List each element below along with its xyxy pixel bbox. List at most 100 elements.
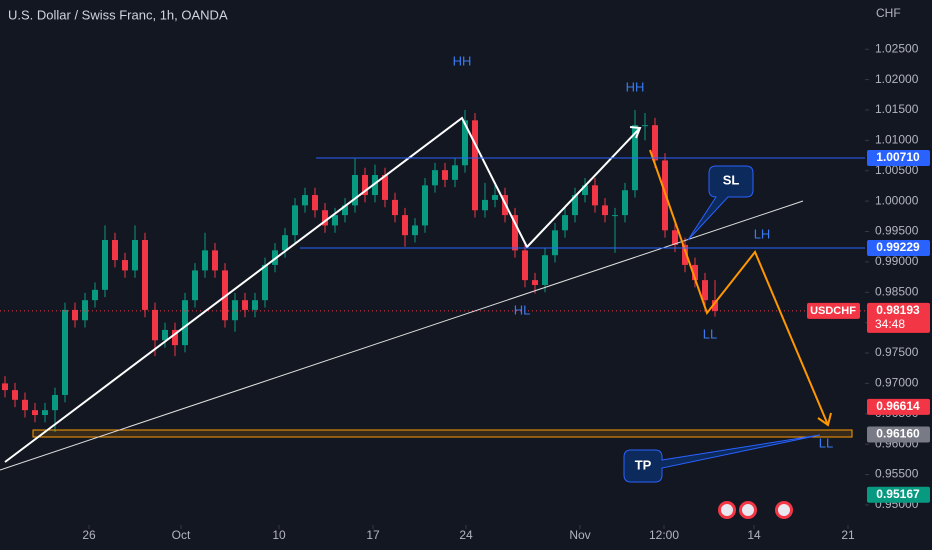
- candle-body: [342, 205, 348, 216]
- candle-body: [22, 399, 28, 411]
- price-label-box: [867, 149, 930, 166]
- price-label-box: [867, 239, 930, 256]
- x-tick-label: 14: [747, 528, 761, 542]
- countdown: 34:48: [875, 317, 905, 331]
- y-tick-label: 0.98500: [875, 284, 919, 298]
- candle-body: [592, 185, 598, 206]
- candle-body: [82, 300, 88, 321]
- symbol-box: [807, 302, 860, 319]
- candle-body: [322, 210, 328, 226]
- x-tick-label: 17: [366, 528, 380, 542]
- projection: [649, 149, 829, 426]
- candle-body: [492, 195, 498, 200]
- price-label: 1.00710: [876, 150, 920, 164]
- candle-body: [522, 250, 528, 281]
- price-label: 0.95167: [876, 487, 920, 501]
- candle-body: [622, 190, 628, 216]
- event-icon: [742, 504, 754, 516]
- arrow-head: [817, 412, 832, 427]
- price-axis: 1.02500 1.02000 1.01500 1.01000 1.00500 1.000…: [82, 41, 930, 542]
- candle-body: [302, 195, 308, 206]
- symbol-label: USDCHF: [810, 305, 856, 317]
- candle-body: [132, 240, 138, 271]
- candle-body: [92, 289, 98, 301]
- candle-body: [202, 250, 208, 271]
- candle-body: [702, 280, 708, 301]
- candle-body: [252, 300, 258, 310]
- y-tick-label: 1.02000: [875, 72, 919, 86]
- price-label: 0.99229: [876, 240, 920, 254]
- candle-body: [62, 309, 68, 395]
- event-icons[interactable]: [718, 501, 793, 519]
- y-tick-label: 1.01000: [875, 133, 919, 147]
- candle-body: [512, 215, 518, 251]
- candle-body: [462, 120, 468, 166]
- candle-body: [532, 280, 538, 285]
- candle-body: [282, 235, 288, 251]
- drawings: HH HH HL LH LL LL SL TP: [0, 53, 865, 519]
- candle-body: [542, 255, 548, 285]
- candle-body: [372, 175, 378, 196]
- tp-zone: [32, 429, 853, 438]
- candle-body: [712, 300, 718, 311]
- trend-line: [0, 200, 804, 471]
- x-tick-label: 10: [272, 528, 286, 542]
- price-label: 0.96160: [876, 427, 920, 441]
- tp-callout: [623, 434, 821, 483]
- y-tick-label: 1.00000: [875, 193, 919, 207]
- candle-body: [612, 215, 618, 217]
- candle-body: [142, 240, 148, 310]
- price-label: 0.96614: [876, 399, 920, 413]
- candle-body: [652, 125, 658, 161]
- x-tick-label: 24: [459, 528, 473, 542]
- candle-body: [682, 244, 688, 265]
- annotation: TP: [635, 457, 652, 472]
- candle-body: [312, 195, 318, 211]
- price-label-box: [867, 398, 930, 415]
- x-tick-label: Nov: [569, 528, 590, 542]
- candle-body: [412, 225, 418, 236]
- y-axis-unit: CHF: [876, 6, 901, 20]
- chart-title: U.S. Dollar / Swiss Franc, 1h, OANDA: [8, 7, 228, 22]
- candle-body: [262, 264, 268, 301]
- candle-body: [602, 205, 608, 216]
- candle-body: [392, 199, 398, 216]
- y-tick-label: 0.97500: [875, 345, 919, 359]
- candle-body: [692, 264, 698, 281]
- annotation: SL: [723, 172, 740, 187]
- candle-body: [72, 309, 78, 321]
- candle-body: [192, 270, 198, 301]
- candle-body: [172, 329, 178, 346]
- candle-body: [422, 185, 428, 226]
- annotation: HL: [514, 302, 531, 317]
- candle-body: [672, 230, 678, 245]
- sl-callout: [687, 165, 754, 241]
- candle-body: [472, 120, 478, 211]
- event-icon: [721, 504, 733, 516]
- candle-body: [162, 329, 168, 341]
- candle-body: [482, 199, 488, 211]
- candle-body: [212, 250, 218, 271]
- event-icon: [778, 504, 790, 516]
- candle-body: [52, 394, 58, 411]
- annotation: LL: [703, 326, 717, 341]
- zigzag: [4, 116, 641, 463]
- candle-body: [102, 240, 108, 290]
- candle-body: [642, 125, 648, 127]
- candle-body: [332, 215, 338, 226]
- candle-body: [442, 170, 448, 180]
- candle-body: [42, 410, 48, 416]
- candle-body: [562, 215, 568, 231]
- annotation: LL: [819, 435, 833, 450]
- y-tick-label: 0.97000: [875, 376, 919, 390]
- last-price-label: 0.98193: [876, 303, 920, 317]
- candle-body: [402, 215, 408, 236]
- candle-body: [32, 410, 38, 416]
- candle-body: [452, 165, 458, 180]
- y-tick-label: 0.95500: [875, 467, 919, 481]
- candle-body: [232, 300, 238, 321]
- candle-body: [382, 175, 388, 200]
- price-label-box: [867, 486, 930, 503]
